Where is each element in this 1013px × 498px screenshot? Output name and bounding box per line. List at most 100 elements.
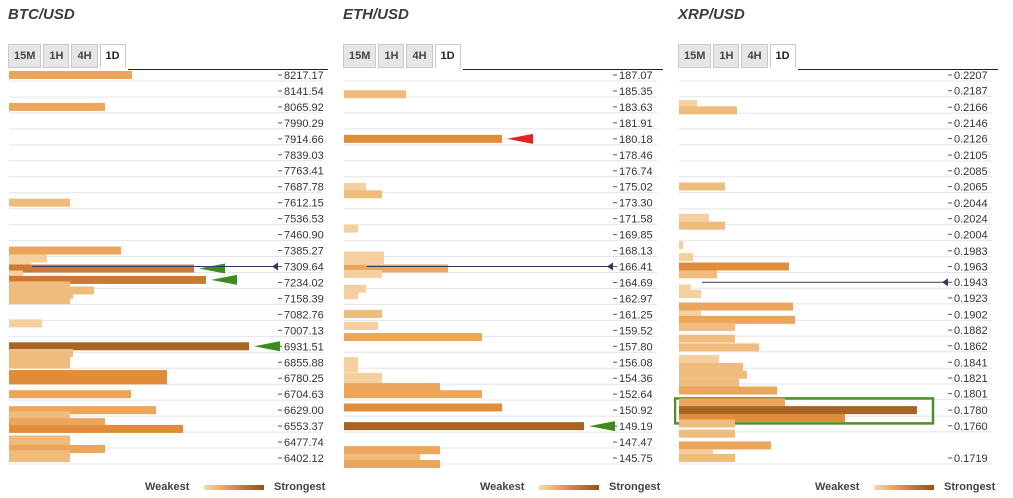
confluence-bar bbox=[344, 224, 358, 233]
price-label: 0.2004 bbox=[954, 229, 988, 241]
legend-gradient bbox=[204, 485, 264, 490]
confluence-chart: 187.07 185.35 183.63 181.91 180.18 178.46 176.… bbox=[344, 70, 657, 469]
eth-panel: ETH/USD 15M 1H 4H 1D 187.07 185.35 183.63 1… bbox=[339, 0, 669, 498]
tab-15m[interactable]: 15M bbox=[678, 44, 712, 68]
confluence-bar bbox=[344, 357, 358, 366]
confluence-bar bbox=[344, 403, 502, 412]
xrp-panel: XRP/USD 15M 1H 4H 1D 0.2207 0.2187 0.2166 0… bbox=[674, 0, 1004, 498]
panel-title: ETH/USD bbox=[343, 6, 409, 23]
tab-1h[interactable]: 1H bbox=[713, 44, 740, 68]
tab-1h[interactable]: 1H bbox=[378, 44, 405, 68]
price-label: 149.19 bbox=[619, 421, 653, 433]
confluence-bar bbox=[344, 291, 358, 300]
price-label: 6704.63 bbox=[284, 389, 324, 401]
price-label: 6402.12 bbox=[284, 453, 324, 465]
confluence-bar bbox=[344, 390, 482, 399]
price-label: 7385.27 bbox=[284, 246, 324, 258]
confluence-bar bbox=[9, 424, 183, 433]
confluence-bar bbox=[679, 398, 785, 407]
confluence-bar bbox=[344, 256, 384, 265]
confluence-chart: 0.2207 0.2187 0.2166 0.2146 0.2126 0.2105 0.20… bbox=[674, 70, 992, 465]
confluence-bar bbox=[679, 322, 735, 331]
confluence-chart: 8217.17 8141.54 8065.92 7990.29 7914.66 7839.… bbox=[9, 70, 324, 465]
price-label: 180.18 bbox=[619, 134, 653, 146]
price-label: 157.80 bbox=[619, 341, 653, 353]
panel-title: XRP/USD bbox=[678, 6, 745, 23]
price-label: 7839.03 bbox=[284, 150, 324, 162]
price-label: 168.13 bbox=[619, 246, 653, 258]
price-label: 175.02 bbox=[619, 182, 653, 194]
tab-4h[interactable]: 4H bbox=[406, 44, 433, 68]
tab-1h[interactable]: 1H bbox=[43, 44, 70, 68]
confluence-bar bbox=[679, 315, 795, 324]
confluence-bar bbox=[9, 440, 70, 449]
confluence-bar bbox=[679, 343, 759, 352]
price-label: 162.97 bbox=[619, 293, 653, 305]
price-label: 185.35 bbox=[619, 86, 653, 98]
price-label: 161.25 bbox=[619, 309, 653, 321]
confluence-bar bbox=[344, 333, 482, 342]
confluence-bar bbox=[679, 106, 737, 115]
confluence-bar bbox=[679, 310, 701, 319]
timeframe-tabs: 15M 1H 4H 1D bbox=[343, 44, 463, 70]
timeframe-tabs: 15M 1H 4H 1D bbox=[678, 44, 798, 70]
confluence-bar bbox=[679, 289, 701, 298]
current-price-marker bbox=[607, 262, 613, 271]
confluence-bar bbox=[679, 182, 725, 191]
confluence-bar bbox=[9, 355, 70, 364]
highlight-box bbox=[674, 397, 935, 425]
confluence-bar bbox=[679, 370, 747, 379]
price-label: 0.1862 bbox=[954, 341, 988, 353]
price-label: 7536.53 bbox=[284, 214, 324, 226]
confluence-bar bbox=[679, 334, 735, 343]
price-label: 164.69 bbox=[619, 277, 653, 289]
confluence-bar bbox=[9, 290, 73, 299]
confluence-bar bbox=[9, 198, 70, 207]
tab-1d[interactable]: 1D bbox=[434, 44, 461, 68]
price-label: 176.74 bbox=[619, 166, 653, 178]
tab-15m[interactable]: 15M bbox=[343, 44, 377, 68]
confluence-bar bbox=[9, 435, 70, 444]
confluence-bar bbox=[9, 102, 105, 111]
confluence-bar bbox=[9, 418, 105, 427]
legend-weakest: Weakest bbox=[815, 481, 860, 493]
green-arrow bbox=[211, 274, 237, 285]
confluence-bar bbox=[9, 281, 70, 290]
confluence-bar bbox=[679, 270, 717, 279]
confluence-bar bbox=[9, 264, 194, 273]
btc-panel: BTC/USD 15M 1H 4H 1D 8217.17 8141.54 8065.… bbox=[4, 0, 334, 498]
confluence-bar bbox=[344, 190, 382, 199]
confluence-bar bbox=[9, 411, 70, 420]
legend-weakest: Weakest bbox=[480, 481, 525, 493]
legend-weakest: Weakest bbox=[145, 481, 190, 493]
confluence-bar bbox=[679, 302, 793, 311]
price-label: 0.1902 bbox=[954, 309, 988, 321]
confluence-bar bbox=[344, 422, 584, 431]
price-label: 6931.51 bbox=[284, 341, 324, 353]
tab-4h[interactable]: 4H bbox=[71, 44, 98, 68]
tab-4h[interactable]: 4H bbox=[741, 44, 768, 68]
tab-1d[interactable]: 1D bbox=[769, 44, 796, 68]
confluence-bar bbox=[679, 441, 771, 450]
confluence-bar bbox=[679, 362, 743, 371]
confluence-bar bbox=[344, 134, 502, 143]
price-label: 150.92 bbox=[619, 405, 653, 417]
confluence-bar bbox=[679, 100, 697, 109]
tab-15m[interactable]: 15M bbox=[8, 44, 42, 68]
legend-gradient bbox=[874, 485, 934, 490]
price-label: 8217.17 bbox=[284, 70, 324, 82]
confluence-bar bbox=[679, 449, 713, 458]
price-label: 6855.88 bbox=[284, 357, 324, 369]
price-label: 183.63 bbox=[619, 102, 653, 114]
confluence-bar bbox=[344, 309, 382, 318]
confluence-bar bbox=[344, 383, 440, 392]
price-label: 181.91 bbox=[619, 118, 653, 130]
confluence-bar bbox=[344, 321, 378, 330]
price-label: 0.2126 bbox=[954, 134, 988, 146]
price-label: 7082.76 bbox=[284, 309, 324, 321]
price-label: 7612.15 bbox=[284, 198, 324, 210]
tab-1d[interactable]: 1D bbox=[99, 44, 126, 68]
confluence-bar bbox=[344, 182, 366, 191]
price-label: 0.2105 bbox=[954, 150, 988, 162]
price-label: 0.1841 bbox=[954, 357, 988, 369]
